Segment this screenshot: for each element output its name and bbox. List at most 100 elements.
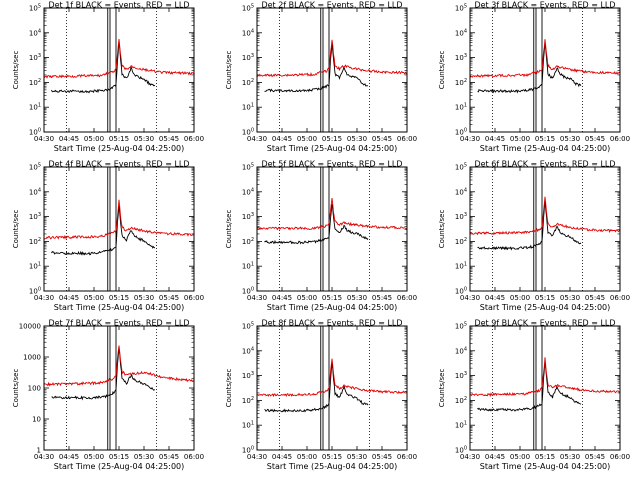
panel-title: Det 7f BLACK = Events, RED = LLD bbox=[48, 319, 189, 328]
y-tick-label: 101 bbox=[242, 103, 254, 112]
x-tick-label: 05:30 bbox=[347, 453, 367, 461]
y-tick-label: 104 bbox=[455, 346, 467, 355]
x-tick-label: 05:30 bbox=[134, 294, 154, 302]
lld-series-line bbox=[256, 197, 408, 231]
x-axis-label: Start Time (25-Aug-04 04:25:00) bbox=[480, 144, 611, 153]
events-series-line bbox=[477, 201, 582, 251]
x-tick-label: 04:45 bbox=[485, 294, 505, 302]
y-tick-label: 105 bbox=[29, 4, 41, 13]
x-tick-label: 04:30 bbox=[34, 453, 54, 461]
events-series-line bbox=[51, 347, 156, 401]
x-tick-label: 04:30 bbox=[460, 135, 480, 143]
lld-series-line bbox=[256, 39, 408, 77]
panel-title: Det 5f BLACK = Events, RED = LLD bbox=[261, 160, 402, 169]
y-axis-label: Counts/sec bbox=[438, 210, 446, 249]
panel-title: Det 6f BLACK = Events, RED = LLD bbox=[474, 160, 615, 169]
x-tick-label: 05:45 bbox=[372, 294, 392, 302]
x-tick-label: 04:45 bbox=[59, 135, 79, 143]
y-tick-label: 100 bbox=[29, 128, 41, 137]
x-tick-label: 06:00 bbox=[610, 453, 630, 461]
y-tick-label: 103 bbox=[455, 371, 467, 380]
y-tick-label: 102 bbox=[29, 78, 41, 87]
events-series-line bbox=[51, 205, 156, 256]
y-tick-label: 101 bbox=[242, 262, 254, 271]
y-tick-label: 103 bbox=[29, 212, 41, 221]
x-tick-label: 05:45 bbox=[585, 294, 605, 302]
y-tick-label: 104 bbox=[29, 28, 41, 37]
x-tick-label: 05:45 bbox=[585, 135, 605, 143]
y-tick-label: 101 bbox=[455, 262, 467, 271]
events-series-line bbox=[264, 363, 369, 413]
lld-series-line bbox=[469, 39, 621, 78]
events-series-line bbox=[264, 204, 369, 245]
x-tick-label: 06:00 bbox=[397, 294, 417, 302]
detector-panel: Det 5f BLACK = Events, RED = LLD Counts/s… bbox=[225, 160, 417, 313]
lld-series-line bbox=[43, 39, 195, 79]
x-tick-label: 05:15 bbox=[535, 294, 555, 302]
y-tick-label: 100 bbox=[28, 385, 41, 393]
x-tick-label: 04:30 bbox=[34, 135, 54, 143]
x-axis-label: Start Time (25-Aug-04 04:25:00) bbox=[267, 303, 398, 312]
events-series-line bbox=[477, 43, 582, 94]
x-tick-label: 05:45 bbox=[372, 135, 392, 143]
y-tick-label: 101 bbox=[29, 103, 41, 112]
x-tick-label: 05:15 bbox=[535, 135, 555, 143]
x-tick-label: 05:15 bbox=[535, 453, 555, 461]
y-tick-label: 103 bbox=[29, 53, 41, 62]
panel-title: Det 8f BLACK = Events, RED = LLD bbox=[261, 319, 402, 328]
panel-title: Det 1f BLACK = Events, RED = LLD bbox=[48, 1, 189, 10]
panel-title: Det 3f BLACK = Events, RED = LLD bbox=[474, 1, 615, 10]
y-tick-label: 104 bbox=[242, 28, 254, 37]
y-tick-label: 104 bbox=[242, 187, 254, 196]
lld-series-line bbox=[43, 345, 195, 387]
y-tick-label: 102 bbox=[29, 237, 41, 246]
plot-frame bbox=[469, 7, 621, 133]
x-tick-label: 05:30 bbox=[347, 135, 367, 143]
y-tick-label: 100 bbox=[242, 287, 254, 296]
x-tick-label: 04:30 bbox=[34, 294, 54, 302]
y-tick-label: 105 bbox=[455, 4, 467, 13]
x-tick-label: 05:45 bbox=[159, 294, 179, 302]
x-tick-label: 05:30 bbox=[347, 294, 367, 302]
x-tick-label: 05:00 bbox=[84, 453, 104, 461]
y-tick-label: 102 bbox=[242, 78, 254, 87]
detector-panel: Det 9f BLACK = Events, RED = LLD Counts/s… bbox=[438, 319, 630, 472]
lld-series-line bbox=[43, 199, 195, 240]
events-series-line bbox=[51, 40, 156, 94]
plot-frame bbox=[469, 325, 621, 451]
x-axis-label: Start Time (25-Aug-04 04:25:00) bbox=[480, 462, 611, 471]
x-tick-label: 05:45 bbox=[585, 453, 605, 461]
y-axis-label: Counts/sec bbox=[225, 369, 233, 408]
y-tick-label: 101 bbox=[29, 262, 41, 271]
x-tick-label: 05:00 bbox=[297, 453, 317, 461]
plot-frame bbox=[469, 166, 621, 292]
y-tick-label: 101 bbox=[242, 421, 254, 430]
x-tick-label: 04:30 bbox=[460, 453, 480, 461]
y-tick-label: 103 bbox=[242, 212, 254, 221]
x-axis-label: Start Time (25-Aug-04 04:25:00) bbox=[54, 462, 185, 471]
y-tick-label: 105 bbox=[242, 322, 254, 331]
x-tick-label: 06:00 bbox=[184, 135, 204, 143]
y-tick-label: 10 bbox=[32, 416, 41, 424]
y-axis-label: Counts/sec bbox=[12, 51, 20, 90]
lld-series-line bbox=[469, 196, 621, 236]
x-tick-label: 05:00 bbox=[297, 294, 317, 302]
plot-frame bbox=[43, 166, 195, 292]
x-tick-label: 04:30 bbox=[247, 294, 267, 302]
x-tick-label: 05:45 bbox=[159, 135, 179, 143]
y-tick-label: 105 bbox=[242, 4, 254, 13]
y-tick-label: 101 bbox=[455, 421, 467, 430]
lld-series-line bbox=[469, 357, 621, 398]
plot-frame bbox=[256, 166, 408, 292]
x-tick-label: 06:00 bbox=[397, 135, 417, 143]
y-tick-label: 101 bbox=[455, 103, 467, 112]
y-tick-label: 105 bbox=[455, 322, 467, 331]
panel-title: Det 2f BLACK = Events, RED = LLD bbox=[261, 1, 402, 10]
x-tick-label: 04:45 bbox=[485, 135, 505, 143]
y-tick-label: 102 bbox=[455, 78, 467, 87]
x-tick-label: 04:45 bbox=[485, 453, 505, 461]
y-tick-label: 103 bbox=[242, 371, 254, 380]
x-tick-label: 06:00 bbox=[610, 135, 630, 143]
y-tick-label: 102 bbox=[455, 237, 467, 246]
detector-panel: Det 6f BLACK = Events, RED = LLD Counts/s… bbox=[438, 160, 630, 313]
